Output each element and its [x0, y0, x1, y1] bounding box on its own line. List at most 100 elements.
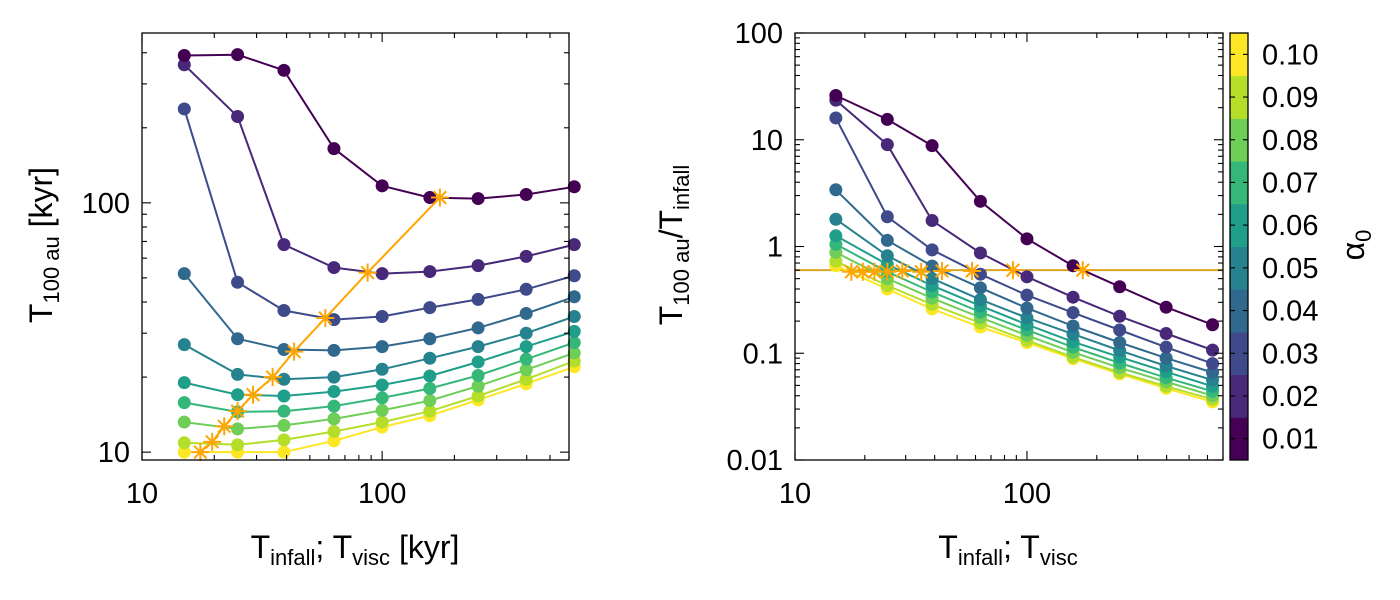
- star-marker: [358, 263, 377, 282]
- data-point: [829, 183, 843, 197]
- data-point: [327, 142, 341, 156]
- data-point: [829, 88, 843, 102]
- colorbar-tick-label: 0.10: [1262, 39, 1318, 71]
- data-point: [1066, 306, 1080, 320]
- data-point: [567, 290, 581, 304]
- data-point: [925, 139, 939, 153]
- colorbar-tick-label: 0.07: [1262, 167, 1318, 199]
- star-marker: [1073, 261, 1092, 280]
- star-marker: [932, 261, 951, 280]
- data-point: [973, 281, 987, 295]
- data-point: [231, 332, 245, 346]
- data-point: [1066, 319, 1080, 333]
- star-marker: [285, 342, 304, 361]
- data-point: [277, 63, 291, 77]
- data-point: [567, 180, 581, 194]
- data-point: [471, 321, 485, 335]
- colorbar-tick-label: 0.04: [1262, 296, 1318, 328]
- star-marker: [244, 385, 263, 404]
- data-point: [327, 425, 341, 439]
- data-point: [567, 324, 581, 338]
- data-point: [177, 396, 191, 410]
- y-tick-label: 0.01: [727, 445, 783, 477]
- data-point: [1113, 336, 1127, 350]
- data-point: [231, 422, 245, 436]
- data-point: [177, 376, 191, 390]
- data-point: [471, 340, 485, 354]
- colorbar-tick-label: 0.03: [1262, 338, 1318, 370]
- data-point: [471, 379, 485, 393]
- data-point: [277, 418, 291, 432]
- data-point: [277, 404, 291, 418]
- data-point: [177, 58, 191, 72]
- data-point: [375, 362, 389, 376]
- data-point: [1159, 300, 1173, 314]
- data-point: [375, 340, 389, 354]
- colorbar-frame: [1229, 32, 1249, 461]
- data-point: [925, 272, 939, 286]
- data-point: [1206, 366, 1220, 380]
- data-point: [1020, 270, 1034, 284]
- colorbar-tick-label: 0.09: [1262, 82, 1318, 114]
- data-point: [519, 363, 533, 377]
- data-point: [277, 343, 291, 357]
- data-point: [519, 372, 533, 386]
- series-line-alpha-0.01: [184, 53, 575, 200]
- colorbar-tick-label: 0.06: [1262, 210, 1318, 242]
- star-marker: [963, 261, 982, 280]
- data-point: [277, 433, 291, 447]
- colorbar-band: [1230, 246, 1248, 290]
- left-y-axis-label: T100 au [kyr]: [23, 167, 64, 323]
- data-point: [567, 238, 581, 252]
- data-point: [177, 338, 191, 352]
- y-tick-label: 0.1: [743, 338, 783, 370]
- data-point: [1206, 357, 1220, 371]
- data-point: [1206, 318, 1220, 332]
- series-line-alpha-0.02: [183, 64, 575, 275]
- right-axis-ticks: 10 100 0.01 0.1 1 10 100: [727, 18, 1224, 510]
- star-marker: [203, 432, 222, 451]
- star-marker: [228, 402, 247, 421]
- data-point: [471, 192, 485, 206]
- data-point: [925, 259, 939, 273]
- star-marker: [430, 188, 449, 207]
- data-point: [177, 48, 191, 62]
- data-point: [880, 233, 894, 247]
- data-point: [1159, 327, 1173, 341]
- data-point: [1020, 301, 1034, 315]
- data-point: [177, 267, 191, 281]
- data-point: [327, 434, 341, 448]
- colorbar-band: [1230, 161, 1248, 205]
- data-point: [880, 210, 894, 224]
- data-point: [880, 138, 894, 152]
- y-tick-label: 1: [767, 232, 783, 264]
- data-point: [231, 388, 245, 402]
- data-point: [519, 306, 533, 320]
- data-point: [1020, 311, 1034, 325]
- data-point: [1159, 351, 1173, 365]
- data-point: [1113, 323, 1127, 337]
- data-point: [177, 436, 191, 450]
- data-point: [277, 372, 291, 386]
- right-plot-frame: [794, 32, 1224, 461]
- star-marker: [893, 261, 912, 280]
- data-point: [519, 326, 533, 340]
- y-tick-label: 100: [735, 18, 783, 50]
- data-point: [277, 445, 291, 459]
- data-point: [567, 269, 581, 283]
- data-point: [375, 415, 389, 429]
- data-point: [327, 370, 341, 384]
- data-point: [471, 389, 485, 403]
- y-tick-label: 10: [751, 125, 783, 157]
- data-point: [519, 340, 533, 354]
- data-point: [277, 389, 291, 403]
- colorbar-bands: [1230, 33, 1248, 461]
- right-x-axis-label: Tinfall; Tvisc: [938, 529, 1077, 570]
- data-point: [423, 404, 437, 418]
- data-point: [567, 346, 581, 360]
- data-point: [375, 403, 389, 417]
- colorbar-band: [1230, 289, 1248, 333]
- data-point: [177, 445, 191, 459]
- right-plot-area: [795, 88, 1223, 409]
- right-y-axis-label: T100 au/Tinfall: [653, 165, 694, 326]
